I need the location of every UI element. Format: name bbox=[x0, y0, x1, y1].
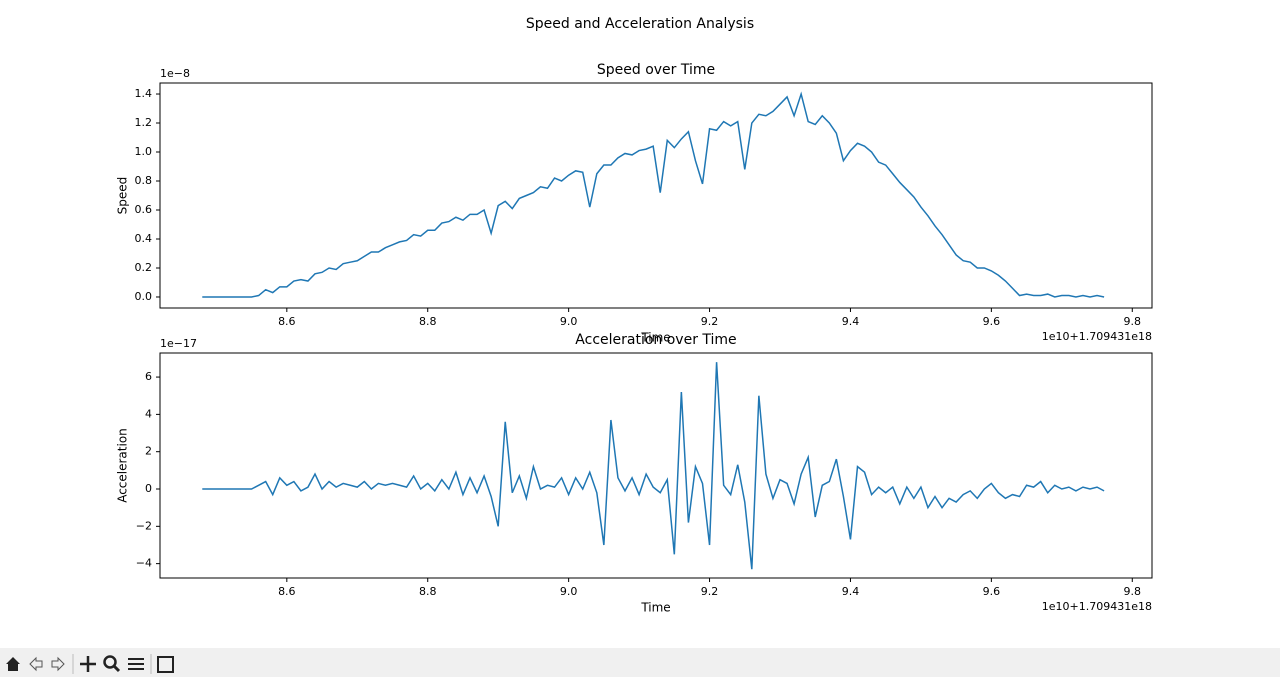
x-tick-label: 9.0 bbox=[560, 585, 578, 598]
y-tick-label: 1.0 bbox=[135, 145, 153, 158]
axes-title: Speed over Time bbox=[597, 62, 715, 78]
y-axis-label: Acceleration bbox=[116, 428, 130, 503]
x-offset-text: 1e10+1.709431e18 bbox=[1042, 330, 1152, 343]
y-tick-label: 1.2 bbox=[135, 116, 153, 129]
x-tick-label: 9.8 bbox=[1124, 315, 1142, 328]
y-tick-label: 1.4 bbox=[135, 87, 153, 100]
y-tick-label: −2 bbox=[136, 519, 152, 532]
x-tick-label: 9.6 bbox=[983, 315, 1001, 328]
y-tick-label: 0.0 bbox=[135, 290, 153, 303]
save-button[interactable] bbox=[157, 656, 174, 673]
x-tick-label: 8.8 bbox=[419, 585, 437, 598]
figure-title: Speed and Acceleration Analysis bbox=[526, 16, 754, 32]
y-tick-label: 6 bbox=[145, 370, 152, 383]
x-tick-label: 9.2 bbox=[701, 315, 719, 328]
x-tick-label: 9.0 bbox=[560, 315, 578, 328]
configure-button[interactable] bbox=[128, 658, 144, 670]
x-tick-label: 9.4 bbox=[842, 585, 860, 598]
y-offset-text: 1e−8 bbox=[160, 67, 190, 80]
y-axis-label: Speed bbox=[116, 177, 130, 215]
x-axis-label: Time bbox=[640, 331, 670, 345]
x-tick-label: 8.8 bbox=[419, 315, 437, 328]
y-tick-label: 0 bbox=[145, 482, 152, 495]
x-tick-label: 9.6 bbox=[983, 585, 1001, 598]
toolbar bbox=[0, 648, 1280, 677]
y-tick-label: 0.2 bbox=[135, 261, 153, 274]
subplot: Speed over Time 8.6 8.8 9.0 9.2 9.4 9.6 9.8 0.0 0… bbox=[116, 62, 1153, 345]
zoom-button[interactable] bbox=[103, 655, 121, 673]
y-offset-text: 1e−17 bbox=[160, 337, 197, 350]
y-tick-label: −4 bbox=[136, 557, 152, 570]
y-tick-label: 0.6 bbox=[135, 203, 153, 216]
subplot: Acceleration over Time 8.6 8.8 9.0 9.2 9.4 9.6… bbox=[116, 332, 1153, 615]
back-button[interactable] bbox=[29, 656, 43, 672]
toolbar-background bbox=[0, 648, 1280, 677]
x-tick-label: 9.8 bbox=[1124, 585, 1142, 598]
home-button[interactable] bbox=[6, 657, 20, 671]
forward-button[interactable] bbox=[51, 656, 65, 672]
axes-frame bbox=[159, 82, 1153, 309]
x-tick-label: 9.4 bbox=[842, 315, 860, 328]
x-tick-label: 8.6 bbox=[278, 585, 296, 598]
data-line bbox=[202, 91, 1105, 298]
data-line bbox=[202, 362, 1105, 570]
y-tick-label: 4 bbox=[145, 407, 152, 420]
y-tick-label: 2 bbox=[145, 445, 152, 458]
y-tick-label: 0.4 bbox=[135, 232, 153, 245]
x-axis-label: Time bbox=[640, 601, 670, 615]
axes-title: Acceleration over Time bbox=[575, 332, 736, 348]
pan-button[interactable] bbox=[80, 656, 96, 672]
y-tick-label: 0.8 bbox=[135, 174, 153, 187]
x-tick-label: 9.2 bbox=[701, 585, 719, 598]
x-tick-label: 8.6 bbox=[278, 315, 296, 328]
x-offset-text: 1e10+1.709431e18 bbox=[1042, 600, 1152, 613]
axes-frame bbox=[159, 352, 1153, 579]
